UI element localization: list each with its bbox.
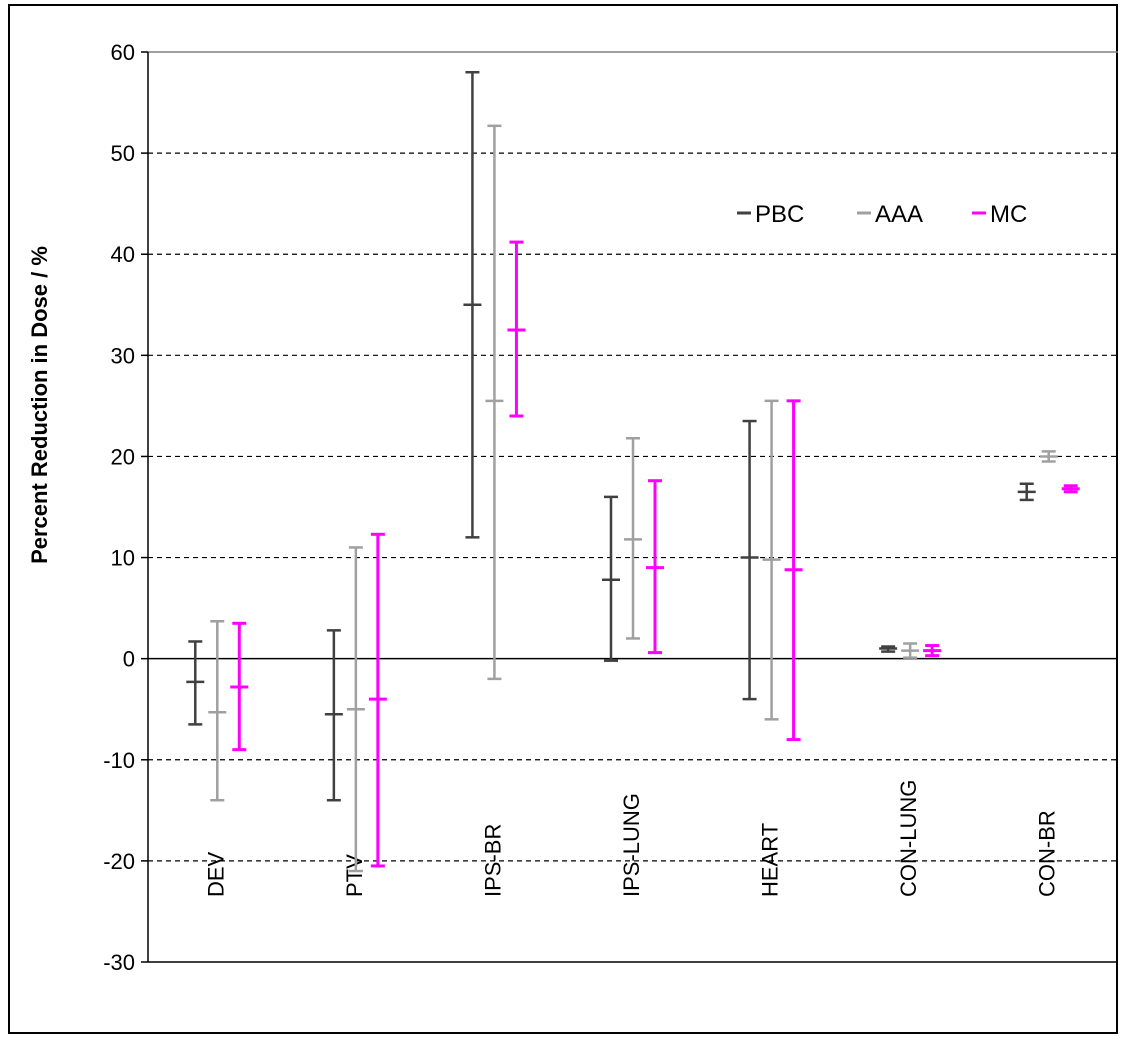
legend-label-pbc: PBC	[755, 201, 804, 228]
y-tick-label: 10	[111, 546, 135, 571]
chart-frame	[8, 4, 1118, 1034]
y-tick-label: -20	[103, 849, 135, 874]
category-labels: DEV PTV IPS-BR IPS-LUNG HEART CON-LUNG CON-BR	[203, 780, 1059, 897]
y-tick-labels: -30 -20 -10 0 10 20 30 40 50 60	[103, 40, 135, 975]
category-label: CON-LUNG	[896, 780, 921, 897]
category-label: IPS-LUNG	[619, 793, 644, 897]
y-tick-label: -30	[103, 950, 135, 975]
y-axis-title: Percent Reduction in Dose / %	[27, 246, 52, 564]
y-tick-label: 30	[111, 343, 135, 368]
axes	[141, 51, 1118, 963]
legend-label-mc: MC	[990, 201, 1027, 228]
y-tick-label: -10	[103, 748, 135, 773]
legend: PBC AAA MC	[737, 201, 1027, 228]
y-tick-label: 60	[111, 40, 135, 65]
category-label: CON-BR	[1035, 810, 1060, 897]
category-label: PTV	[342, 854, 367, 897]
error-bars	[186, 70, 1080, 873]
y-tick-label: 50	[111, 141, 135, 166]
legend-label-aaa: AAA	[875, 201, 923, 228]
y-tick-label: 0	[123, 647, 135, 672]
y-tick-label: 40	[111, 242, 135, 267]
category-label: IPS-BR	[480, 824, 505, 897]
category-label: DEV	[203, 851, 228, 897]
gridlines	[148, 51, 1118, 862]
y-tick-label: 20	[111, 444, 135, 469]
category-label: HEART	[758, 823, 783, 897]
